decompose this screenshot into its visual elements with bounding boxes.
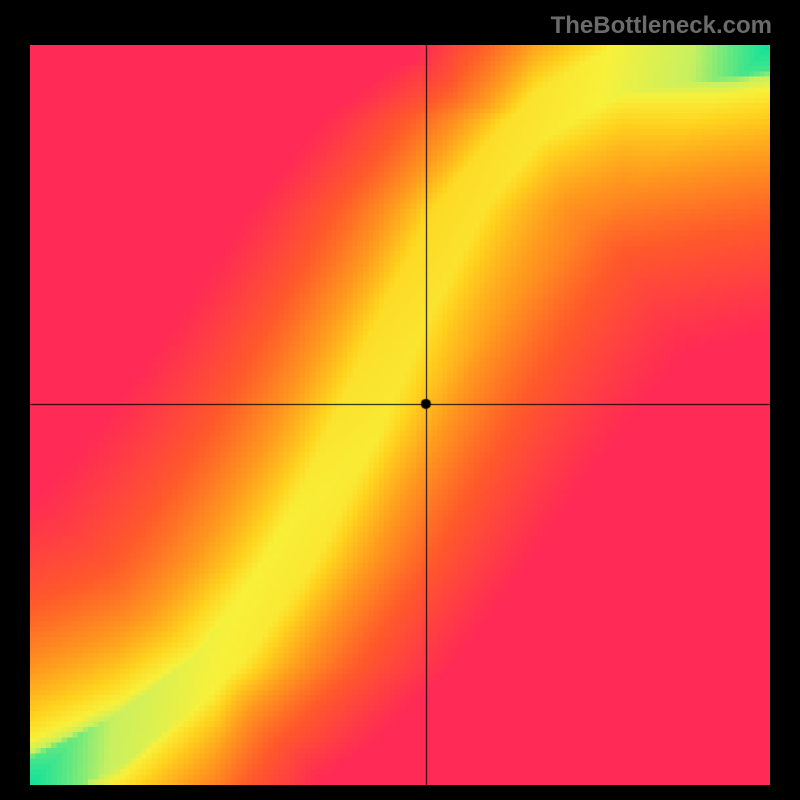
source-watermark: TheBottleneck.com xyxy=(551,12,772,40)
bottleneck-heatmap xyxy=(30,45,770,785)
chart-container: TheBottleneck.com xyxy=(0,0,800,800)
